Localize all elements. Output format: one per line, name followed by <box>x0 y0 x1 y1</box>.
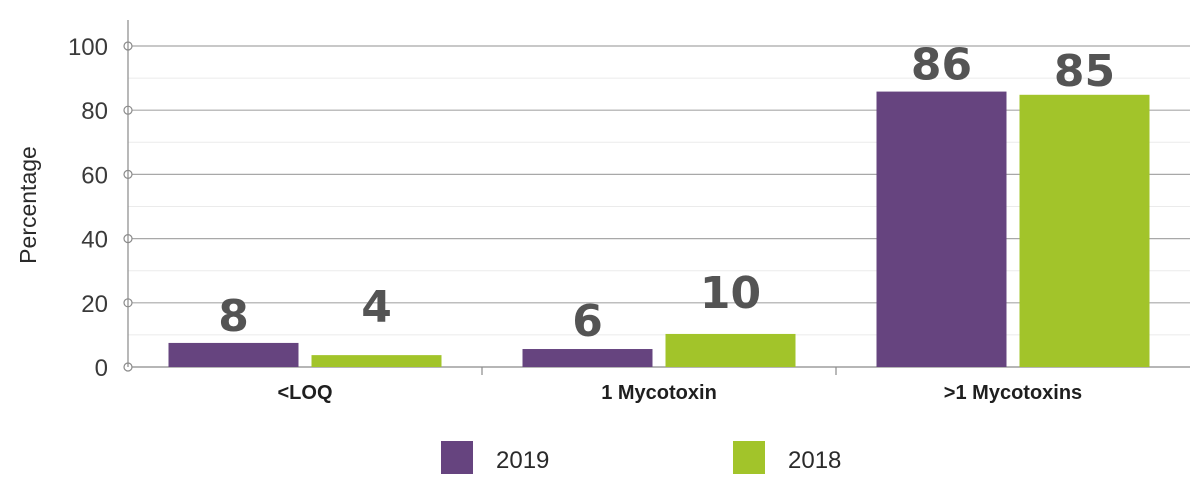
y-tick-label: 80 <box>81 98 108 125</box>
bars <box>168 91 1150 368</box>
data-label: 6 <box>572 296 603 347</box>
data-label: 8 <box>218 291 249 342</box>
legend-label: 2018 <box>788 447 841 474</box>
bar-2019 <box>876 91 1007 367</box>
bar-2019 <box>522 349 653 367</box>
legend-swatch <box>733 441 765 474</box>
category-label: 1 Mycotoxin <box>601 382 717 404</box>
data-labels: 8 4 6 10 86 85 <box>218 40 1115 347</box>
category-labels: <LOQ 1 Mycotoxin >1 Mycotoxins <box>277 367 1082 404</box>
y-axis-label: Percentage <box>15 146 41 264</box>
data-label: 86 <box>911 40 972 91</box>
y-tick-label: 100 <box>68 34 108 61</box>
category-label: <LOQ <box>277 382 332 404</box>
data-label: 10 <box>700 268 761 319</box>
legend-label: 2019 <box>496 447 549 474</box>
data-label: 4 <box>361 282 392 333</box>
y-tick-label: 60 <box>81 162 108 189</box>
legend-swatch <box>441 441 473 474</box>
y-tick-label: 0 <box>95 355 108 382</box>
y-tick-label: 20 <box>81 291 108 318</box>
data-label: 85 <box>1054 46 1115 97</box>
legend: 2019 2018 <box>441 441 841 474</box>
bar-2018 <box>311 355 442 367</box>
bar-2018 <box>665 333 796 367</box>
y-tick-label: 40 <box>81 227 108 254</box>
bar-2019 <box>168 342 299 367</box>
bar-2018 <box>1019 94 1150 368</box>
category-label: >1 Mycotoxins <box>944 382 1082 404</box>
y-axis: 0 20 40 60 80 100 <box>68 20 133 382</box>
grid-lines <box>128 45 1190 368</box>
